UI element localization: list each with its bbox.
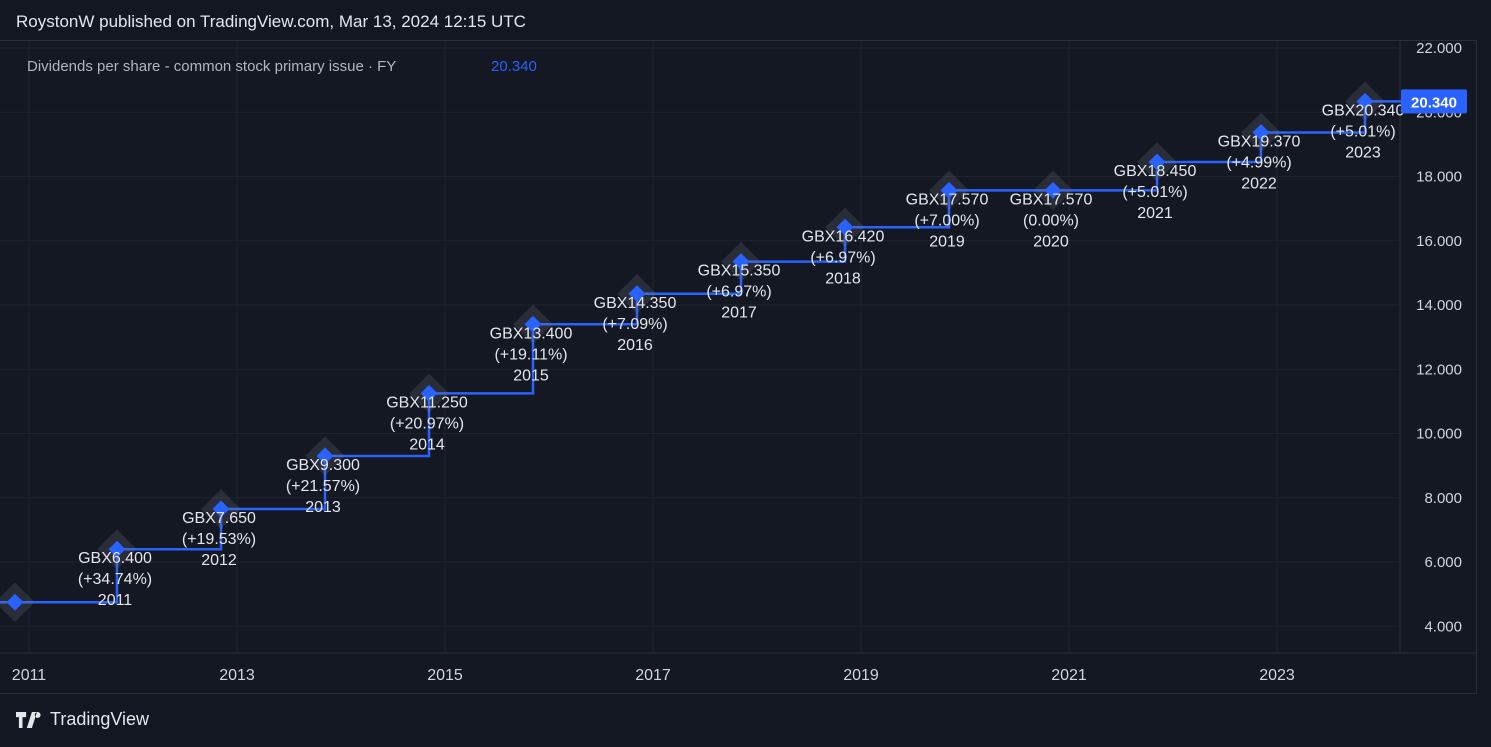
data-value-label: GBX17.570 [906, 191, 989, 208]
data-point-marker [212, 500, 230, 518]
data-change-label: (+5.01%) [1330, 123, 1395, 140]
y-tick-label: 14.000 [1416, 297, 1462, 314]
tradingview-logo-icon [16, 711, 41, 728]
footer-brand-label: TradingView [50, 709, 150, 729]
data-labels-layer: GBX6.400 (+34.74%) 2011 GBX7.650 (+19.53%) 20… [78, 102, 1405, 609]
data-change-label: (+6.97%) [706, 284, 771, 301]
data-year-label: 2022 [1241, 175, 1277, 192]
y-axis[interactable]: 4.000 6.000 8.000 10.000 12.000 14.000 16.000 1… [1416, 41, 1462, 635]
x-tick-label: 2017 [635, 667, 671, 684]
data-year-label: 2016 [617, 337, 653, 354]
footer-brand[interactable]: TradingView [16, 709, 149, 730]
data-change-label: (+7.00%) [914, 212, 979, 229]
data-value-label: GBX20.340 [1322, 102, 1405, 119]
data-value-label: GBX14.350 [594, 295, 677, 312]
data-change-label: (+19.53%) [182, 531, 256, 548]
data-value-label: GBX18.450 [1114, 163, 1197, 180]
legend-last-value: 20.340 [491, 58, 537, 75]
markers-layer [0, 81, 1385, 623]
data-value-label: GBX17.570 [1010, 191, 1093, 208]
data-point-marker [108, 540, 126, 558]
data-year-label: 2017 [721, 305, 757, 322]
data-point-marker [6, 593, 24, 611]
data-change-label: (+4.99%) [1226, 154, 1291, 171]
data-value-label: GBX16.420 [802, 228, 885, 245]
y-tick-label: 6.000 [1424, 554, 1462, 571]
data-change-label: (+6.97%) [810, 249, 875, 266]
last-price-tag-label: 20.340 [1411, 94, 1457, 111]
series-layer [0, 100, 1405, 604]
y-tick-label: 18.000 [1416, 169, 1462, 186]
data-year-label: 2014 [409, 436, 445, 453]
x-tick-label: 2015 [427, 667, 463, 684]
x-tick-label: 2021 [1051, 667, 1087, 684]
x-axis[interactable]: 2011 2013 2015 2017 2019 2021 2023 [12, 667, 1295, 684]
data-value-label: GBX15.350 [698, 263, 781, 280]
x-tick-label: 2019 [843, 667, 879, 684]
x-tick-label: 2013 [219, 667, 255, 684]
y-tick-label: 16.000 [1416, 233, 1462, 250]
data-change-label: (+20.97%) [390, 415, 464, 432]
chart-frame: GBX6.400 (+34.74%) 2011 GBX7.650 (+19.53%) 20… [0, 40, 1477, 694]
data-change-label: (+34.74%) [78, 571, 152, 588]
data-year-label: 2019 [929, 233, 965, 250]
y-tick-label: 10.000 [1416, 426, 1462, 443]
data-point-marker [836, 218, 854, 236]
data-year-label: 2018 [825, 270, 861, 287]
y-tick-label: 12.000 [1416, 361, 1462, 378]
dividend-step-line [0, 100, 1405, 604]
data-year-label: 2013 [305, 499, 341, 516]
data-year-label: 2011 [98, 592, 133, 609]
y-tick-label: 8.000 [1424, 490, 1462, 507]
data-year-label: 2015 [513, 367, 549, 384]
data-point-marker [628, 285, 646, 303]
data-change-label: (+5.01%) [1122, 184, 1187, 201]
x-tick-label: 2011 [12, 667, 47, 684]
last-price-tag: 20.340 [1401, 89, 1467, 114]
y-tick-label: 4.000 [1424, 618, 1462, 635]
dividend-chart[interactable]: GBX6.400 (+34.74%) 2011 GBX7.650 (+19.53%) 20… [0, 41, 1477, 695]
data-change-label: (+21.57%) [286, 478, 360, 495]
data-change-label: (0.00%) [1023, 212, 1079, 229]
data-value-label: GBX19.370 [1218, 133, 1301, 150]
data-change-label: (+19.11%) [494, 346, 567, 363]
data-value-label: GBX6.400 [78, 550, 152, 567]
data-point-marker [524, 315, 542, 333]
data-year-label: 2012 [201, 552, 237, 569]
data-year-label: 2020 [1033, 233, 1069, 250]
data-value-label: GBX11.250 [386, 394, 468, 411]
data-point-marker [732, 253, 750, 271]
legend-series-label: Dividends per share - common stock prima… [27, 58, 396, 75]
data-year-label: 2021 [1137, 205, 1173, 222]
data-year-label: 2023 [1345, 144, 1381, 161]
data-value-label: GBX7.650 [182, 510, 256, 527]
data-point-marker [940, 181, 958, 199]
grid [0, 41, 1477, 654]
y-tick-label: 22.000 [1416, 41, 1462, 57]
data-value-label: GBX13.400 [490, 325, 573, 342]
data-value-label: GBX9.300 [286, 457, 360, 474]
published-info: RoystonW published on TradingView.com, M… [16, 12, 526, 31]
last-price-tag-bg [1401, 89, 1467, 114]
data-change-label: (+7.09%) [602, 316, 667, 333]
data-point-marker [420, 384, 438, 402]
x-tick-label: 2023 [1259, 667, 1295, 684]
data-point-marker [316, 447, 334, 465]
